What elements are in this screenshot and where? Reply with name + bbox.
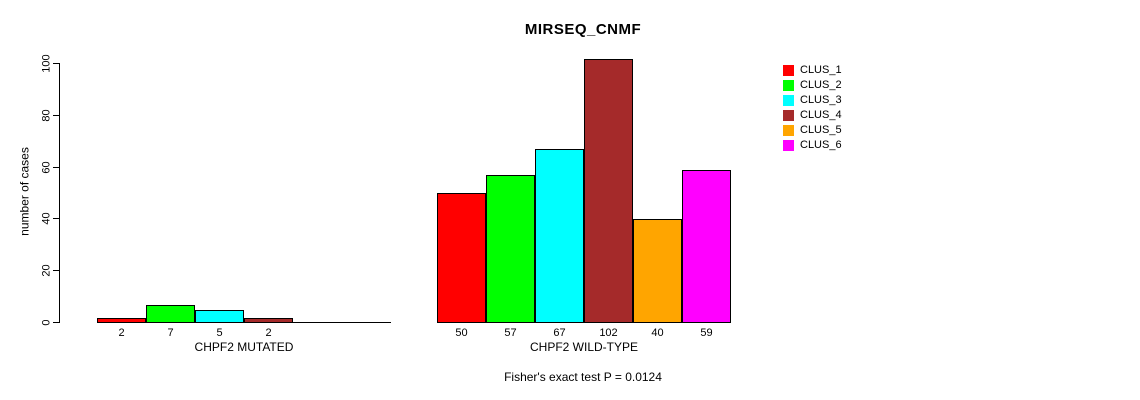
y-tick-label: 60 <box>40 161 53 174</box>
x-axis-label-mutated: CHPF2 MUTATED <box>194 340 294 354</box>
legend-label: CLUS_5 <box>800 124 842 136</box>
bar-value-label: 2 <box>118 327 125 339</box>
bar-value-label: 59 <box>700 327 713 339</box>
bar-value-label: 5 <box>216 327 223 339</box>
legend-label: CLUS_3 <box>800 94 842 106</box>
bar-value-label: 102 <box>599 327 618 339</box>
x-axis-label-wildtype: CHPF2 WILD-TYPE <box>529 340 638 354</box>
legend-item: CLUS_6 <box>783 139 842 151</box>
bar-clus_3 <box>195 310 244 323</box>
bar-clus_1 <box>97 318 146 323</box>
bar-clus_4 <box>584 59 633 323</box>
legend-label: CLUS_1 <box>800 64 842 76</box>
legend-item: CLUS_3 <box>783 94 842 106</box>
y-tick-mark <box>53 63 59 64</box>
bar-clus_5 <box>633 219 682 323</box>
bar-value-label: 2 <box>265 327 272 339</box>
bar-clus_6 <box>682 170 731 323</box>
legend-label: CLUS_2 <box>800 79 842 91</box>
bar-value-label: 40 <box>651 327 664 339</box>
y-tick-mark <box>53 322 59 323</box>
legend-label: CLUS_4 <box>800 109 842 121</box>
chart-title: MIRSEQ_CNMF <box>524 21 642 38</box>
y-tick-mark <box>53 115 59 116</box>
bar-clus_4 <box>244 318 293 323</box>
legend-swatch-clus_6 <box>783 139 794 151</box>
fisher-test-annotation: Fisher's exact test P = 0.0124 <box>504 370 662 384</box>
legend-item: CLUS_5 <box>783 124 842 136</box>
legend-label: CLUS_6 <box>800 139 842 151</box>
legend-swatch-clus_5 <box>783 124 794 136</box>
bar-clus_2 <box>486 175 535 323</box>
y-tick-label: 80 <box>40 109 53 122</box>
y-tick-mark <box>53 218 59 219</box>
legend: CLUS_1 CLUS_2 CLUS_3 CLUS_4 CLUS_5 CLUS_6 <box>783 64 842 151</box>
y-axis-line <box>59 63 60 323</box>
legend-swatch-clus_1 <box>783 64 794 76</box>
legend-swatch-clus_2 <box>783 79 794 91</box>
bar-clus_2 <box>146 305 195 323</box>
legend-swatch-clus_4 <box>783 109 794 121</box>
y-tick-mark <box>53 270 59 271</box>
bar-value-label: 57 <box>504 327 517 339</box>
bar-clus_3 <box>535 149 584 323</box>
legend-item: CLUS_2 <box>783 79 842 91</box>
bar-value-label: 67 <box>553 327 566 339</box>
bar-value-label: 7 <box>167 327 174 339</box>
y-axis-label: number of cases <box>17 147 32 236</box>
legend-item: CLUS_4 <box>783 109 842 121</box>
y-tick-label: 0 <box>40 319 53 326</box>
bar-clus_1 <box>437 193 486 323</box>
y-tick-label: 20 <box>40 264 53 277</box>
y-tick-mark <box>53 167 59 168</box>
bar-value-label: 50 <box>455 327 468 339</box>
legend-item: CLUS_1 <box>783 64 842 76</box>
y-tick-label: 100 <box>40 54 53 73</box>
legend-swatch-clus_3 <box>783 94 794 106</box>
y-tick-label: 40 <box>40 212 53 225</box>
